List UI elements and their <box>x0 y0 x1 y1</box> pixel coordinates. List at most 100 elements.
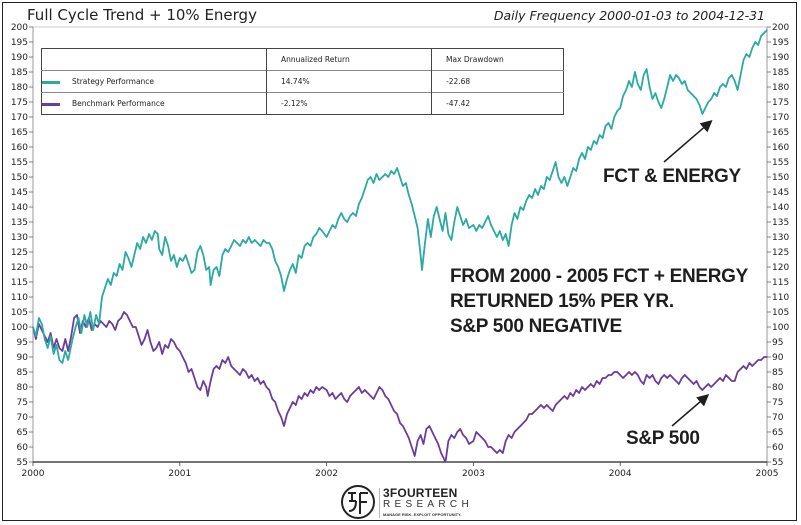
legend-header-annualized-return: Annualized Return <box>266 48 432 71</box>
data-point <box>146 329 149 331</box>
data-point <box>141 344 143 346</box>
y-tick-label-left: 155 <box>11 158 28 168</box>
data-point <box>728 77 730 79</box>
data-point <box>224 248 226 250</box>
data-point <box>85 326 87 328</box>
y-tick-label-left: 100 <box>11 323 28 333</box>
data-point <box>111 323 113 325</box>
y-tick-label-left: 200 <box>11 23 28 33</box>
data-point <box>309 245 312 247</box>
data-point <box>190 368 193 370</box>
data-point <box>672 377 674 379</box>
data-point <box>378 386 380 388</box>
data-point <box>77 317 80 319</box>
data-point <box>578 392 580 394</box>
y-tick-label-left: 55 <box>17 458 28 468</box>
data-point <box>563 176 566 178</box>
data-point <box>557 176 560 178</box>
data-point <box>687 377 689 379</box>
data-point <box>490 446 492 448</box>
data-point <box>227 356 229 358</box>
data-point <box>47 347 49 349</box>
data-point <box>462 224 464 226</box>
data-point <box>546 176 548 178</box>
data-point <box>587 386 589 388</box>
data-point <box>390 404 392 406</box>
y-tick-label-right: 135 <box>772 218 789 228</box>
data-point <box>242 368 244 370</box>
y-tick-label-right: 70 <box>772 413 784 423</box>
data-point <box>484 221 486 223</box>
data-point <box>459 215 461 217</box>
data-point <box>158 341 160 343</box>
legend-strategy-max-drawdown: -22.68 <box>431 70 564 93</box>
data-point <box>484 440 486 442</box>
data-point <box>420 434 422 436</box>
data-point <box>687 89 689 91</box>
data-point <box>298 254 300 256</box>
data-point <box>613 371 615 373</box>
data-point <box>731 380 733 382</box>
data-point <box>678 383 680 385</box>
data-point <box>230 365 232 367</box>
data-point <box>393 410 395 412</box>
data-point <box>73 317 75 319</box>
data-point <box>417 440 419 442</box>
data-point <box>396 167 398 169</box>
data-point <box>563 395 566 397</box>
data-point <box>254 239 256 241</box>
y-tick-label-right: 140 <box>772 203 789 213</box>
data-point <box>546 404 548 406</box>
data-point <box>651 98 654 100</box>
data-point <box>349 215 351 217</box>
data-point <box>265 386 267 388</box>
data-point <box>373 398 375 400</box>
data-point <box>58 347 61 349</box>
data-point <box>370 395 372 397</box>
data-point <box>481 437 483 439</box>
data-point <box>555 161 557 163</box>
legend-swatch-benchmark <box>42 102 60 106</box>
data-point <box>625 89 627 91</box>
arrow-sp500 <box>671 394 710 427</box>
data-point <box>268 389 270 391</box>
data-point <box>675 380 677 382</box>
logo-name: 3FOURTEEN <box>383 486 458 500</box>
data-point <box>421 269 423 271</box>
data-point <box>681 83 683 85</box>
data-point <box>737 371 739 373</box>
data-point <box>634 371 636 373</box>
data-point <box>447 440 449 442</box>
data-point <box>431 431 433 433</box>
data-point <box>414 455 416 457</box>
data-point <box>511 224 513 226</box>
data-point <box>424 242 426 244</box>
data-point <box>221 254 223 256</box>
data-point <box>67 359 69 361</box>
data-point <box>660 107 662 109</box>
data-point <box>61 350 64 352</box>
data-point <box>248 377 250 379</box>
data-point <box>478 434 480 436</box>
data-point <box>422 443 425 445</box>
data-point <box>496 452 498 454</box>
data-point <box>102 323 105 325</box>
data-point <box>208 266 210 268</box>
data-point <box>722 380 724 382</box>
y-tick-label-left: 85 <box>17 368 28 378</box>
data-point <box>742 59 745 61</box>
data-point <box>411 203 413 205</box>
data-point <box>508 434 510 436</box>
data-point <box>91 329 93 331</box>
data-point <box>304 245 306 247</box>
data-point <box>505 233 507 235</box>
data-point <box>745 53 748 55</box>
data-point <box>271 248 273 250</box>
data-point <box>728 377 730 379</box>
data-point <box>157 233 159 235</box>
annotation-main-line-1: FROM 2000 - 2005 FCT + ENERGY <box>450 266 749 287</box>
data-point <box>152 350 154 352</box>
data-point <box>414 215 416 217</box>
data-point <box>543 407 545 409</box>
data-point <box>277 410 279 412</box>
